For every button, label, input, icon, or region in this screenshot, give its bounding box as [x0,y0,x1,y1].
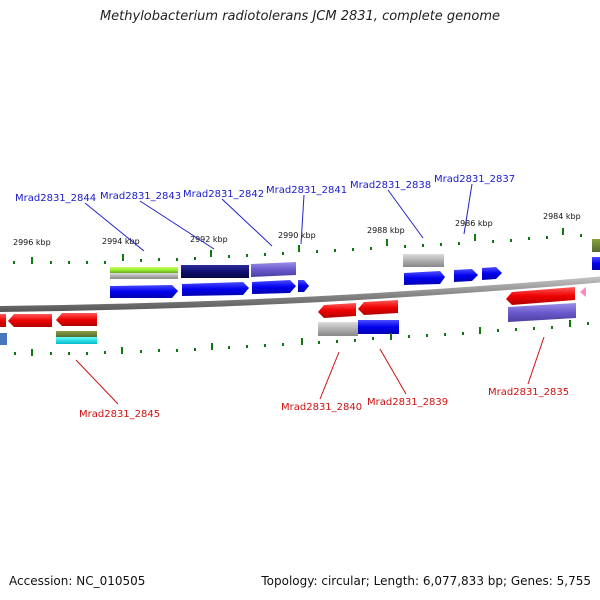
gene-arrow [56,313,97,326]
gene-block [110,267,178,273]
gene-block [592,239,600,252]
gene-arrow [508,303,576,322]
tick-label: 2986 kbp [455,219,493,228]
tick-label: 2984 kbp [543,212,581,221]
tick-label: 2988 kbp [367,226,405,235]
genome-summary-text: Topology: circular; Length: 6,077,833 bp… [261,574,591,588]
gene-label[interactable]: Mrad2831_2840 [281,402,362,413]
gene-arrow [454,269,478,282]
gene-arrow [298,280,309,292]
gene-label[interactable]: Mrad2831_2839 [367,397,448,408]
gene-arrow [592,257,600,270]
gene-arrow [506,287,575,305]
gene-arrow [358,300,398,315]
gene-block [181,265,249,278]
accession-text: Accession: NC_010505 [9,574,146,588]
forward-genes [110,239,600,298]
tick-label: 2992 kbp [190,235,228,244]
gene-arrow [318,303,356,318]
genome-backbone [0,276,600,312]
gene-arrow [182,282,249,296]
inner-tick-ring [14,320,589,356]
gene-label[interactable]: Mrad2831_2845 [79,409,160,420]
gene-arrow [0,314,6,327]
gene-label[interactable]: Mrad2831_2842 [183,189,264,200]
gene-block [110,273,178,279]
gene-block [403,254,444,267]
gene-label[interactable]: Mrad2831_2838 [350,180,431,191]
gene-arrow [404,271,445,285]
gene-arrow [580,287,586,297]
outer-tick-ring [13,228,582,264]
gene-arrow [482,267,502,280]
gene-block [56,331,97,337]
reverse-genes [0,287,586,345]
bottom-leader-lines [75,336,545,405]
gene-label[interactable]: Mrad2831_2844 [15,193,96,204]
gene-arrow [252,280,296,294]
gene-arrow [110,285,178,298]
top-leader-lines [84,183,473,252]
gene-label[interactable]: Mrad2831_2835 [488,387,569,398]
gene-block [358,320,399,334]
gene-label[interactable]: Mrad2831_2843 [100,191,181,202]
tick-label: 2994 kbp [102,237,140,246]
gene-arrow [251,262,296,277]
map-title: Methylobacterium radiotolerans JCM 2831,… [99,9,501,24]
gene-arrow [8,314,52,327]
gene-label[interactable]: Mrad2831_2841 [266,185,347,196]
gene-block [56,337,97,344]
tick-label: 2990 kbp [278,231,316,240]
tick-label: 2996 kbp [13,238,51,247]
gene-block [318,322,358,336]
gene-block [0,333,7,345]
gene-label[interactable]: Mrad2831_2837 [434,174,515,185]
